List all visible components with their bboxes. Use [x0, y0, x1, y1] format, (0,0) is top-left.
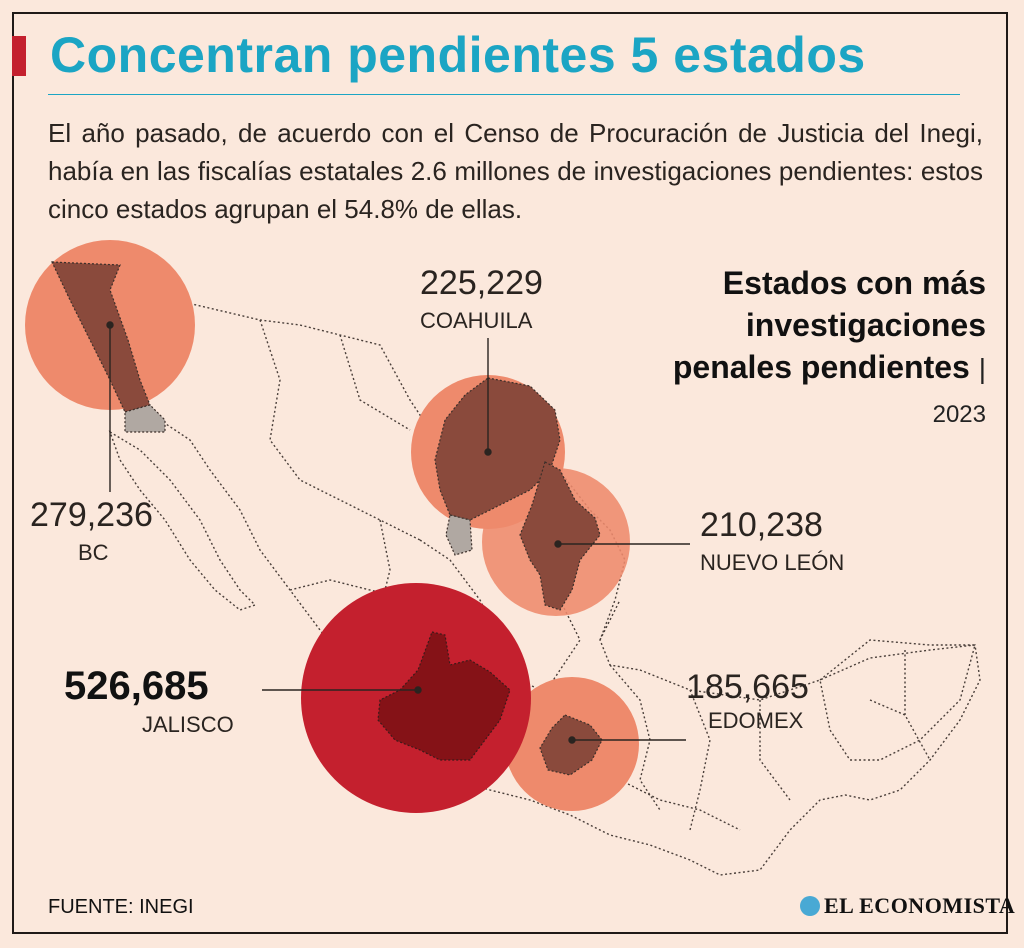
- edomex-name: EDOMEX: [708, 708, 804, 733]
- logo-icon: [800, 896, 820, 916]
- chart-year: 2023: [932, 401, 986, 428]
- chart-title: Estados con más investigaciones penales …: [666, 262, 986, 436]
- publisher-logo: EL ECONOMISTA: [800, 893, 1015, 919]
- chart-title-text: Estados con más investigaciones penales …: [672, 265, 986, 385]
- nuevo-leon-value: 210,238: [700, 506, 823, 544]
- state-nuevo-leon: [519, 461, 601, 611]
- jalisco-value: 526,685: [64, 664, 209, 708]
- year-separator: |: [978, 353, 986, 384]
- source-note: FUENTE: INEGI: [48, 896, 194, 918]
- logo-text: EL ECONOMISTA: [824, 893, 1016, 918]
- bc-value: 279,236: [30, 496, 153, 534]
- subtitle: El año pasado, de acuerdo con el Censo d…: [48, 118, 983, 224]
- title-rule: [48, 94, 960, 95]
- title-accent-bar: [12, 36, 26, 76]
- nuevo-leon-name: NUEVO LEÓN: [700, 550, 845, 575]
- state-bcs-tip: [124, 404, 166, 433]
- state-jalisco: [377, 631, 511, 761]
- state-coahuila: [434, 377, 561, 521]
- leader-lines: [106, 321, 690, 744]
- edomex-value: 185,665: [686, 668, 809, 706]
- coahuila-value: 225,229: [420, 264, 543, 302]
- state-coahuila-border: [445, 514, 473, 556]
- jalisco-name: JALISCO: [142, 712, 234, 737]
- coahuila-name: COAHUILA: [420, 308, 533, 333]
- page-title: Concentran pendientes 5 estados: [50, 27, 866, 83]
- bc-name: BC: [78, 540, 109, 565]
- state-edomex: [539, 714, 603, 776]
